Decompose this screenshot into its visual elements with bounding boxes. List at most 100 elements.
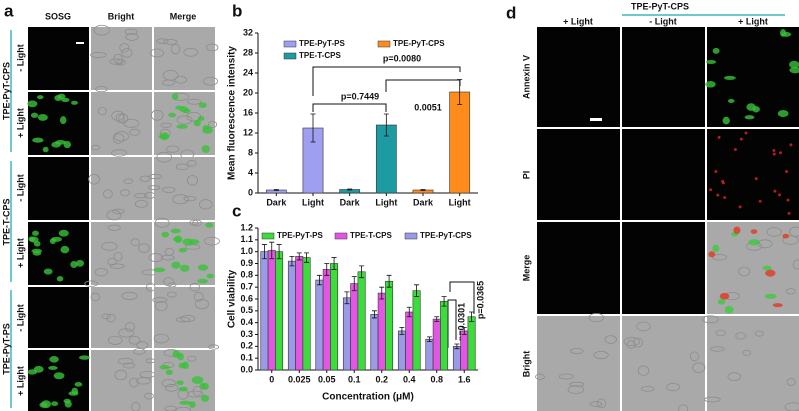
cell-outline [107, 335, 123, 345]
cell-outline [570, 348, 584, 355]
cell-signal [178, 362, 186, 369]
cell-signal [717, 135, 721, 139]
cell-signal [193, 119, 201, 127]
cell-outline [535, 373, 545, 380]
error-bar [461, 327, 467, 335]
cell-signal [708, 251, 716, 258]
cell-outline [111, 110, 125, 121]
cell-signal [64, 400, 72, 408]
error-bar [469, 311, 475, 322]
legend-swatch [377, 40, 391, 48]
cell-outline [147, 185, 161, 191]
error-bar [289, 255, 295, 267]
cell-signal [51, 401, 59, 407]
cell-signal [789, 143, 793, 147]
cell-signal [765, 269, 776, 277]
cell-signal [33, 365, 44, 373]
cell-signal [161, 231, 169, 238]
cell-outline [90, 144, 101, 151]
cell-signal [168, 112, 177, 118]
cell-outline [165, 145, 180, 153]
cell-outline [134, 193, 148, 199]
cell-signal [779, 29, 787, 37]
legend-swatch [404, 232, 418, 240]
error-bar [296, 252, 302, 261]
cell-outline [112, 133, 125, 144]
cell-outline [589, 401, 603, 407]
cell-outline [153, 333, 169, 344]
cell-signal [779, 151, 783, 155]
cell-outline [106, 313, 116, 323]
error-bar [420, 189, 426, 191]
legend-label: TPE-PyT-CPS [420, 231, 472, 240]
cell-signal [178, 386, 188, 392]
cell-outline [186, 175, 199, 186]
y-tick-label: 0.4 [240, 317, 253, 327]
cell-outline [117, 357, 134, 365]
cell-signal [165, 369, 173, 375]
cell-signal [178, 247, 187, 253]
cell-outline [187, 390, 204, 398]
x-tick-label: Light [449, 197, 471, 207]
significance-bracket [385, 79, 461, 92]
cell-outline [128, 335, 141, 345]
cell-outline [113, 131, 129, 142]
cell-signal [55, 140, 67, 145]
cell-signal [201, 145, 210, 153]
y-tick-label: 1.1 [240, 234, 253, 244]
cell-outline [90, 52, 107, 58]
row-label: Annexin V [521, 55, 531, 99]
cell-outline [148, 253, 164, 262]
cell-signal [33, 240, 41, 247]
x-tick-label: Light [375, 197, 397, 207]
panel-letter: b [232, 1, 242, 20]
y-tick-label: 1.2 [240, 222, 253, 232]
x-tick-label: 0.025 [288, 374, 311, 384]
cell-signal [37, 113, 48, 121]
cell-outline [604, 335, 617, 344]
column-header: Merge [170, 11, 197, 21]
bar [412, 290, 421, 371]
cell-signal [762, 265, 772, 271]
cell-outline [207, 120, 218, 128]
cell-outline [129, 128, 141, 136]
cell-signal [200, 394, 210, 402]
cell-outline [133, 348, 146, 355]
cell-signal [764, 293, 777, 299]
y-tick-label: 8 [248, 147, 253, 157]
micrograph [622, 27, 705, 127]
cell-signal [758, 199, 762, 203]
cell-outline [742, 349, 752, 356]
cell-outline [187, 98, 202, 105]
cell-outline [702, 315, 719, 324]
cell-signal [179, 400, 192, 405]
error-bar [386, 274, 392, 288]
cell-signal [172, 350, 180, 358]
error-bar [371, 310, 377, 319]
cell-outline [118, 328, 135, 338]
cell-outline [165, 383, 179, 392]
x-tick-label: 1.6 [458, 374, 471, 384]
legend-label: TPE-T-CPS [299, 51, 341, 60]
cell-outline [637, 365, 650, 376]
cell-outline [90, 292, 101, 302]
cell-signal [724, 305, 734, 314]
error-bar [414, 284, 420, 298]
micrograph [154, 157, 215, 220]
cell-signal [744, 131, 748, 135]
panel-letter: c [232, 201, 241, 220]
cell-outline [167, 282, 177, 288]
cell-signal [705, 59, 717, 65]
cell-signal [48, 365, 58, 370]
cell-outline [175, 163, 189, 171]
bar [385, 280, 394, 371]
cell-outline [155, 300, 168, 312]
error-bar [351, 276, 357, 292]
cell-outline [161, 379, 176, 388]
cell-outline [139, 175, 151, 182]
cell-outline [711, 254, 728, 261]
cell-outline [121, 291, 138, 300]
cell-signal [32, 137, 44, 143]
cell-outline [170, 43, 181, 55]
cell-signal [714, 170, 718, 174]
